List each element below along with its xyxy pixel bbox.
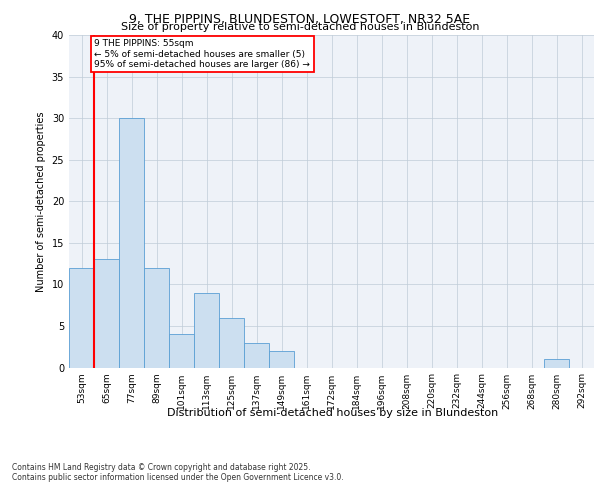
Bar: [219, 318, 244, 368]
Bar: [119, 118, 144, 368]
Bar: [244, 342, 269, 367]
Text: Contains public sector information licensed under the Open Government Licence v3: Contains public sector information licen…: [12, 472, 344, 482]
Bar: [169, 334, 194, 368]
Bar: [94, 260, 119, 368]
Text: 9, THE PIPPINS, BLUNDESTON, LOWESTOFT, NR32 5AE: 9, THE PIPPINS, BLUNDESTON, LOWESTOFT, N…: [130, 12, 470, 26]
Text: Distribution of semi-detached houses by size in Blundeston: Distribution of semi-detached houses by …: [167, 408, 499, 418]
Text: Contains HM Land Registry data © Crown copyright and database right 2025.: Contains HM Land Registry data © Crown c…: [12, 462, 311, 471]
Text: 9 THE PIPPINS: 55sqm
← 5% of semi-detached houses are smaller (5)
95% of semi-de: 9 THE PIPPINS: 55sqm ← 5% of semi-detach…: [95, 39, 310, 69]
Text: Size of property relative to semi-detached houses in Blundeston: Size of property relative to semi-detach…: [121, 22, 479, 32]
Bar: [144, 268, 169, 368]
Bar: [544, 359, 569, 368]
Bar: [194, 292, 219, 368]
Bar: [269, 351, 294, 368]
Y-axis label: Number of semi-detached properties: Number of semi-detached properties: [36, 111, 46, 292]
Bar: [69, 268, 94, 368]
